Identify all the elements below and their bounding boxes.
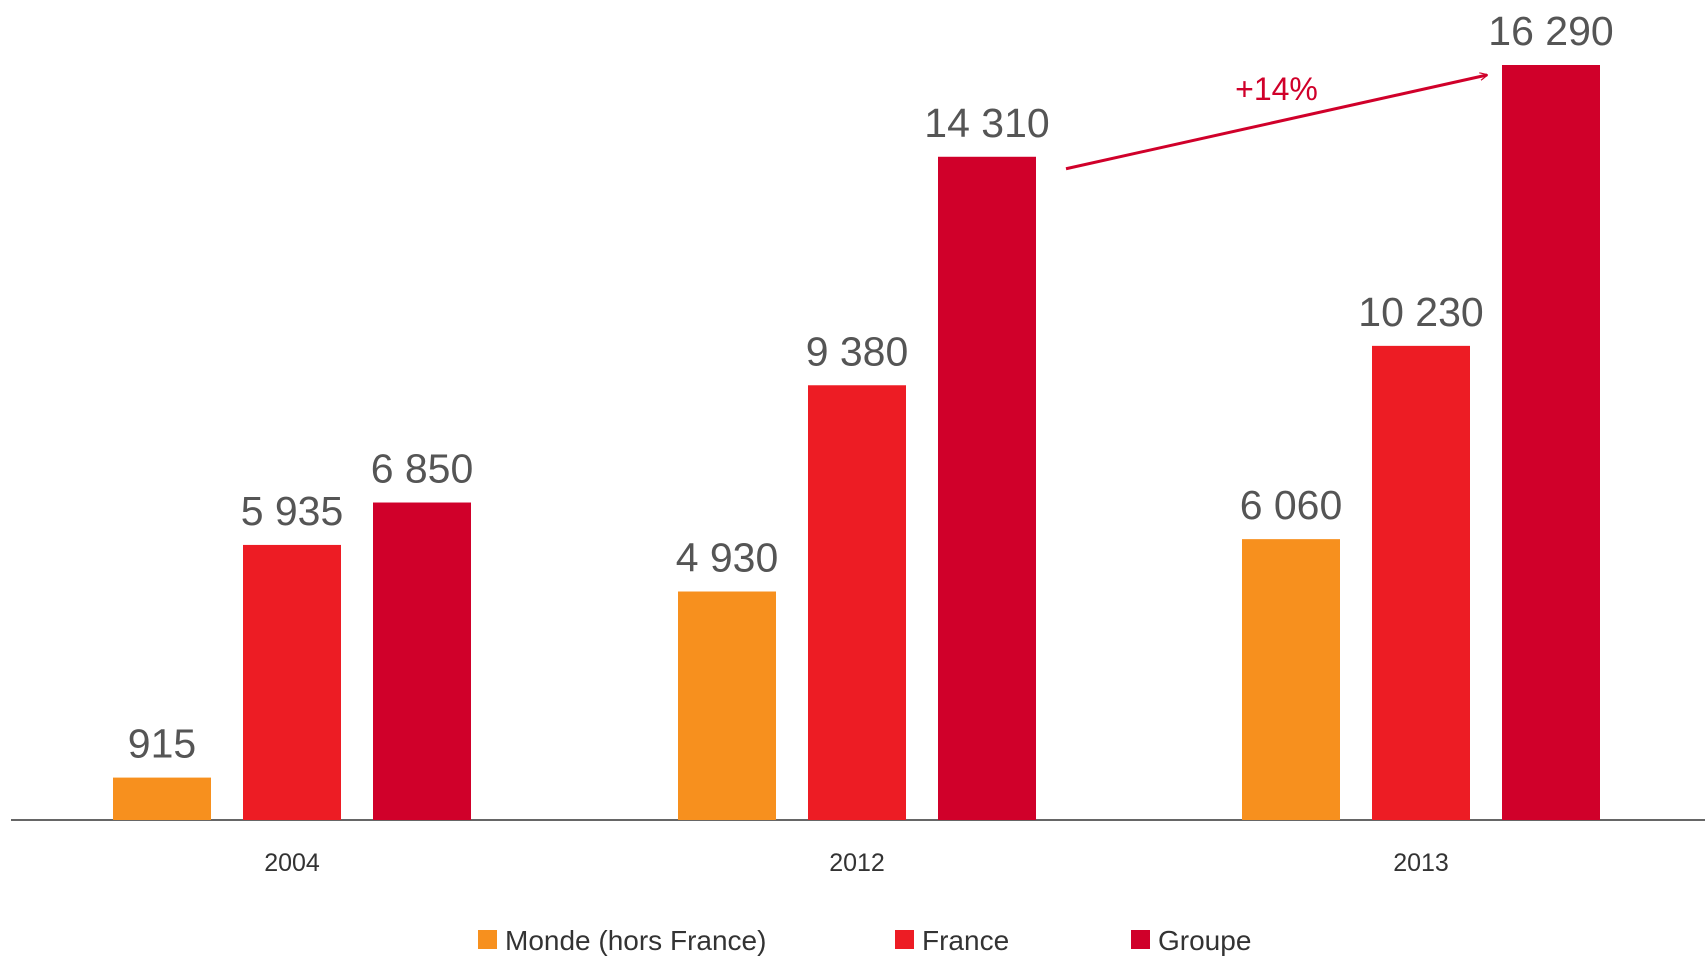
legend-label: Groupe — [1158, 925, 1251, 956]
data-label: 10 230 — [1358, 289, 1483, 335]
x-tick-label: 2004 — [264, 849, 320, 877]
data-label: 4 930 — [676, 535, 779, 581]
bar — [938, 156, 1036, 821]
legend-swatch — [478, 930, 497, 949]
bar — [373, 502, 471, 820]
bar — [1242, 539, 1340, 820]
bar — [808, 385, 906, 820]
data-label: 9 380 — [806, 328, 909, 374]
legend-label: France — [922, 925, 1009, 956]
legend-swatch — [1131, 930, 1150, 949]
data-label: 6 850 — [371, 446, 474, 492]
legend-swatch — [895, 930, 914, 949]
annotation-arrow — [1065, 75, 1487, 171]
bar — [1372, 345, 1470, 820]
data-label: 6 060 — [1240, 482, 1343, 528]
x-tick-label: 2013 — [1393, 849, 1449, 877]
data-label: 915 — [128, 721, 196, 767]
bar — [243, 544, 341, 820]
annotation: +14% — [1235, 71, 1318, 107]
data-label: 16 290 — [1488, 8, 1613, 54]
data-label: 5 935 — [241, 488, 344, 534]
data-label: 14 310 — [924, 100, 1049, 146]
legend-label: Monde (hors France) — [505, 925, 766, 956]
x-tick-label: 2012 — [829, 849, 885, 877]
bar — [678, 591, 776, 820]
bar — [113, 777, 211, 820]
bar — [1502, 65, 1600, 820]
